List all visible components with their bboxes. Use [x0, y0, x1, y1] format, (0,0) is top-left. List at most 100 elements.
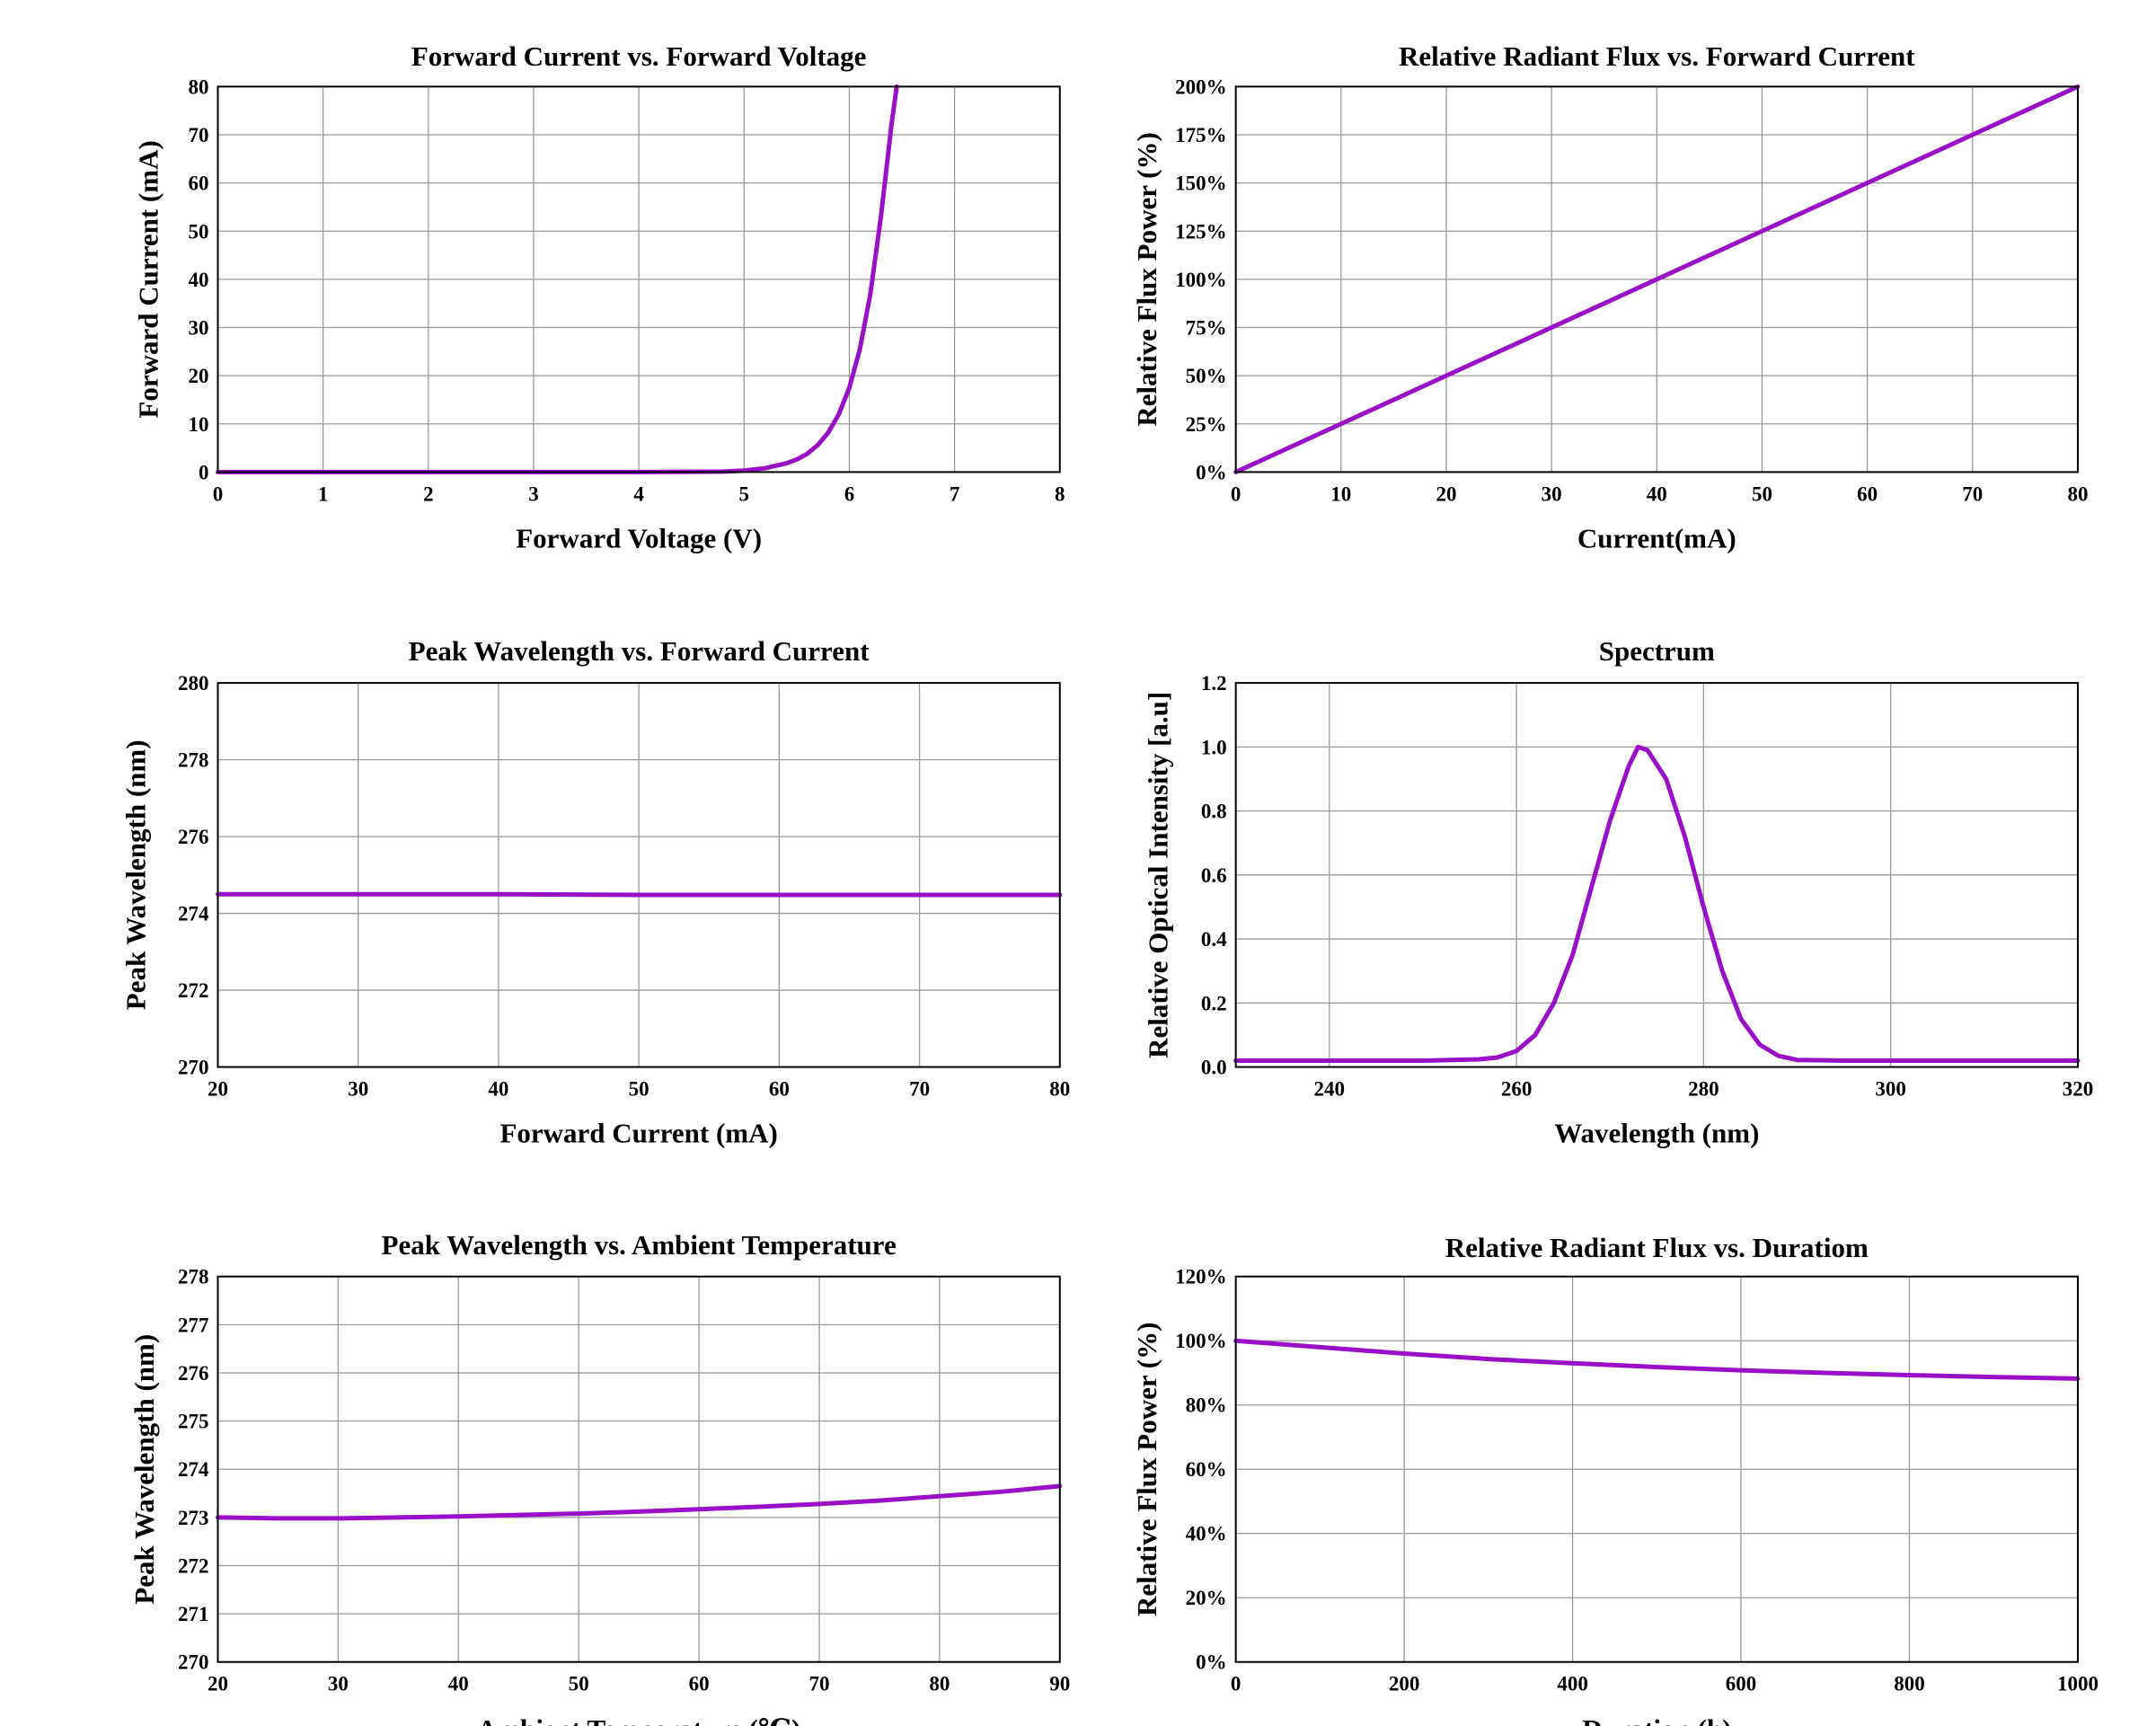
y-tick-label: 277: [178, 1314, 209, 1336]
plot-frame: [1234, 85, 2079, 474]
y-tick-label: 278: [178, 749, 209, 772]
y-tick-label: 270: [178, 1651, 209, 1674]
chart-title: Relative Radiant Flux vs. Forward Curren…: [1399, 40, 1915, 72]
x-tick-label: 20: [208, 1078, 228, 1101]
plot-frame: [216, 85, 1061, 474]
y-axis-label: Relative Flux Power (%): [1131, 1323, 1162, 1616]
y-tick-label: 1.2: [1201, 672, 1227, 695]
y-axis-label: Peak Wavelength (nm): [120, 739, 152, 1010]
x-tick-label: 280: [1688, 1078, 1719, 1101]
x-axis-label: Forward Voltage (V): [516, 522, 762, 553]
x-axis-label: Duration (h): [1582, 1713, 1731, 1726]
x-tick-label: 5: [739, 482, 750, 505]
y-tick-label: 271: [178, 1603, 209, 1625]
y-tick-label: 50%: [1186, 365, 1227, 387]
x-tick-label: 50: [1752, 482, 1772, 505]
chart-title: Spectrum: [1599, 635, 1715, 667]
x-tick-label: 2: [423, 482, 434, 505]
y-tick-label: 100%: [1175, 1330, 1227, 1352]
y-tick-label: 20%: [1186, 1587, 1227, 1609]
y-tick-label: 60%: [1186, 1458, 1227, 1481]
x-tick-label: 600: [1726, 1673, 1757, 1695]
y-tick-label: 0.6: [1201, 864, 1227, 887]
y-tick-label: 278: [178, 1266, 209, 1288]
y-tick-label: 275: [178, 1411, 209, 1433]
y-tick-label: 120%: [1175, 1266, 1227, 1288]
x-tick-label: 50: [569, 1673, 589, 1695]
x-tick-label: 1000: [2057, 1673, 2099, 1695]
x-tick-label: 80: [929, 1673, 950, 1695]
x-axis-label: Ambient Temperature (℃): [477, 1713, 800, 1726]
y-tick-label: 0.0: [1201, 1057, 1227, 1079]
x-axis-label: Wavelength (nm): [1554, 1118, 1759, 1149]
y-axis-label: Forward Current (mA): [133, 140, 164, 418]
series-line: [215, 1483, 1063, 1521]
x-tick-label: 30: [328, 1673, 349, 1695]
y-tick-label: 0%: [1196, 1651, 1227, 1674]
y-tick-label: 50: [188, 220, 208, 243]
y-axis-label: Peak Wavelength (nm): [128, 1334, 160, 1605]
chart-2: 0 10 20 30 40 50 60 70 80 0% 25% 50% 75% 100% 125% 150%…: [1131, 40, 2088, 553]
y-tick-label: 75%: [1186, 317, 1227, 340]
x-tick-label: 3: [528, 482, 539, 505]
x-tick-label: 70: [1962, 482, 1983, 505]
series-line: [1233, 744, 2081, 1063]
x-tick-label: 40: [1647, 482, 1667, 505]
y-tick-label: 150%: [1175, 173, 1227, 195]
y-tick-label: 0.2: [1201, 992, 1227, 1014]
y-tick-label: 276: [178, 1362, 209, 1385]
y-tick-label: 70: [188, 124, 208, 146]
y-tick-label: 272: [178, 1554, 209, 1577]
x-tick-label: 6: [844, 482, 855, 505]
x-tick-label: 80: [1049, 1078, 1070, 1101]
chart-title: Peak Wavelength vs. Ambient Temperature: [382, 1229, 897, 1261]
y-tick-label: 272: [178, 979, 209, 1002]
y-tick-label: 60: [188, 173, 208, 195]
y-tick-label: 80: [188, 75, 208, 98]
plot-frame: [1234, 1275, 2079, 1663]
x-tick-label: 240: [1314, 1078, 1346, 1101]
series-line: [1233, 84, 2081, 474]
x-tick-label: 20: [208, 1673, 228, 1695]
x-tick-label: 300: [1875, 1078, 1906, 1101]
chart-title: Peak Wavelength vs. Forward Current: [409, 635, 870, 667]
x-tick-label: 60: [689, 1673, 710, 1695]
x-tick-label: 0: [1231, 1673, 1241, 1695]
plot-frame: [216, 1275, 1061, 1663]
x-tick-label: 60: [769, 1078, 790, 1101]
y-tick-label: 200%: [1175, 75, 1227, 98]
chart-title: Forward Current vs. Forward Voltage: [411, 40, 867, 72]
y-tick-label: 40: [188, 269, 208, 291]
x-tick-label: 10: [1330, 482, 1351, 505]
y-axis-label: Relative Optical Intensity [a.u]: [1142, 692, 1173, 1058]
x-tick-label: 20: [1436, 482, 1456, 505]
x-tick-label: 320: [2063, 1078, 2094, 1101]
y-tick-label: 0.8: [1201, 801, 1227, 823]
y-tick-label: 20: [188, 365, 208, 387]
y-tick-label: 125%: [1175, 220, 1227, 243]
y-tick-label: 280: [178, 672, 209, 695]
chart-6: 0 200 400 600 800 1000 0% 20% 40% 60% 80% 100% 120% R…: [1131, 1232, 2099, 1726]
x-tick-label: 0: [213, 482, 224, 505]
x-tick-label: 60: [1857, 482, 1878, 505]
x-tick-label: 0: [1231, 482, 1241, 505]
x-tick-label: 200: [1389, 1673, 1420, 1695]
x-tick-label: 50: [629, 1078, 649, 1101]
y-tick-label: 270: [178, 1057, 209, 1079]
y-tick-label: 273: [178, 1507, 209, 1529]
y-tick-label: 80%: [1186, 1394, 1227, 1417]
y-tick-label: 30: [188, 317, 208, 340]
chart-4: 240 260 280 300 320 0.0 0.2 0.4 0.6 0.8 1.0 1.2 Spec…: [1142, 635, 2093, 1148]
y-axis-label: Relative Flux Power (%): [1131, 132, 1162, 426]
x-tick-label: 400: [1557, 1673, 1588, 1695]
x-tick-label: 4: [633, 482, 644, 505]
plot-frame: [216, 682, 1061, 1068]
chart-3: 20 30 40 50 60 70 80 270 272 274 276 278 280 Peak Wav…: [120, 635, 1071, 1148]
series-line: [215, 891, 1063, 898]
y-tick-label: 1.0: [1201, 736, 1227, 758]
plot-frame: [1234, 682, 2079, 1068]
x-axis-label: Current(mA): [1577, 522, 1736, 553]
x-tick-label: 30: [1542, 482, 1562, 505]
